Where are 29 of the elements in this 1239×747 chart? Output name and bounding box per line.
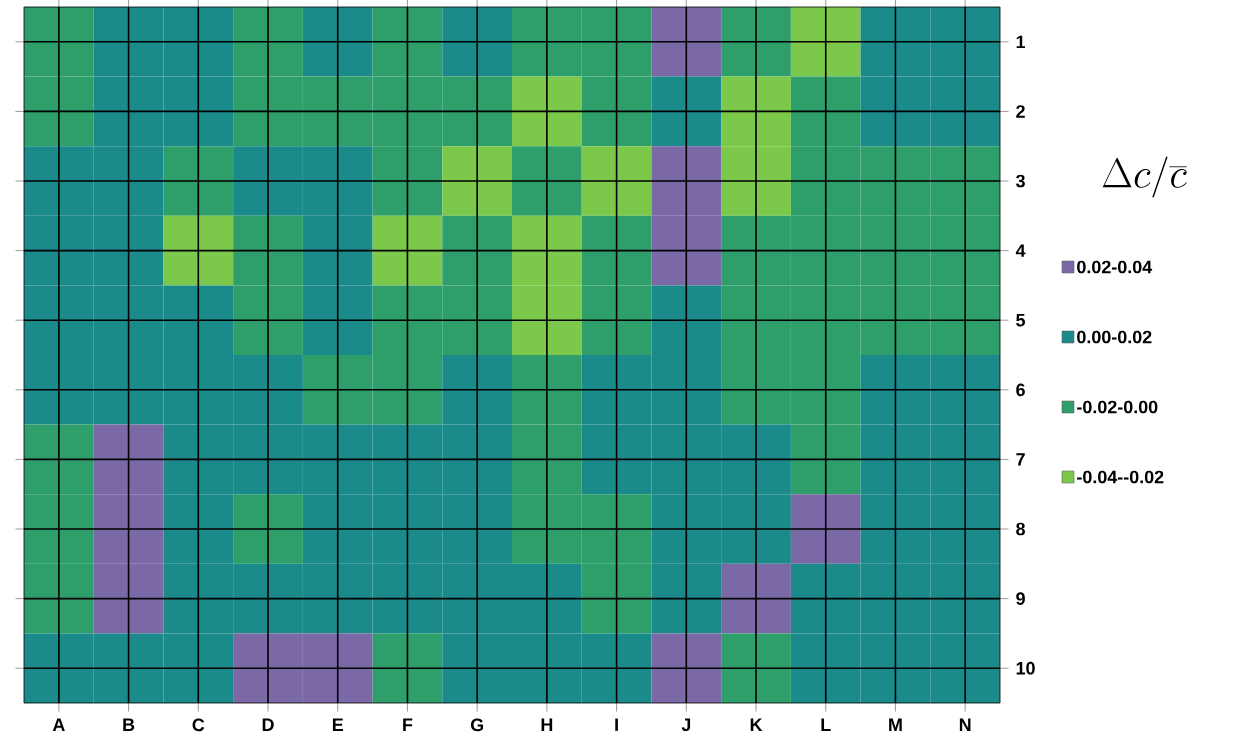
x-tick-label: B: [123, 718, 135, 731]
color-bar-label: 0.02-0.04: [1077, 260, 1153, 274]
x-tick-label: I: [615, 718, 618, 731]
x-tick-label: C: [192, 718, 205, 732]
y-tick-label: 7: [1016, 453, 1025, 466]
y-tick-label: 3: [1015, 174, 1025, 188]
x-tick-label: L: [821, 718, 831, 731]
y-tick-label: 4: [1015, 244, 1026, 257]
color-bar-label: -0.02-0.00: [1077, 400, 1158, 414]
y-tick-label: 6: [1016, 383, 1025, 397]
y-tick-label: 9: [1016, 592, 1025, 605]
x-tick-label: H: [541, 718, 553, 731]
color-bar-label: 0.00-0.02: [1077, 330, 1152, 344]
x-tick-label: A: [52, 718, 65, 731]
y-tick-label: 8: [1016, 522, 1025, 536]
x-tick-label: F: [403, 718, 413, 731]
y-tick-label: 5: [1016, 313, 1026, 327]
x-tick-label: D: [262, 718, 274, 731]
y-tick-label: 1: [1016, 35, 1026, 48]
x-tick-label: G: [470, 718, 484, 732]
y-tick-label: 10: [1016, 661, 1035, 675]
x-tick-label: M: [889, 718, 902, 731]
x-tick-label: N: [959, 718, 971, 731]
y-tick-label: 2: [1016, 105, 1025, 118]
x-tick-label: E: [332, 718, 343, 731]
color-bar-title: $\Delta c/\overline{c}$: [1102, 156, 1187, 198]
x-tick-label: K: [750, 718, 763, 731]
x-tick-label: J: [681, 718, 691, 732]
color-bar-label: -0.04--0.02: [1077, 470, 1164, 484]
